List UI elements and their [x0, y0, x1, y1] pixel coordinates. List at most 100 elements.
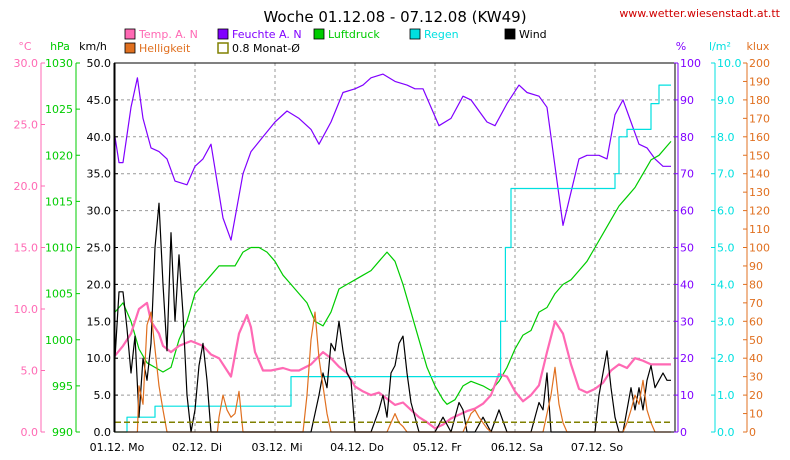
axis-tick-label-light: 30 — [749, 371, 763, 384]
axis-tick-label-pressure: 1020 — [45, 149, 73, 162]
axis-tick-label-wind: 20.0 — [87, 278, 112, 291]
axis-tick-label-humidity: 50 — [680, 242, 694, 255]
series-line-wind — [114, 202, 671, 433]
axis-tick-label-light: 50 — [749, 334, 763, 347]
x-tick-label: 01.12. Mo — [90, 441, 145, 454]
axis-tick-label-light: 110 — [749, 223, 770, 236]
axis-tick-label-humidity: 10 — [680, 389, 694, 402]
legend: Temp. A. N Feuchte A. N Luftdruck Regen Wind… — [124, 28, 547, 55]
legend-label-feuchte-a-n: Feuchte A. N — [232, 28, 302, 41]
legend-swatch-luftdruck — [313, 28, 325, 40]
axis-unit-pressure: hPa — [50, 40, 70, 53]
axis-unit-temp: °C — [18, 40, 32, 53]
axis-tick-label-pressure: 1005 — [45, 288, 73, 301]
legend-swatch-wind — [504, 28, 516, 40]
axis-tick-label-humidity: 100 — [680, 57, 701, 70]
legend-swatch-0-8-monat — [217, 42, 229, 54]
axis-tick-label-temp: 20.0 — [14, 180, 39, 193]
axis-tick-label-wind: 35.0 — [87, 168, 112, 181]
axes: 0.05.010.015.020.025.030.099099510001005… — [14, 57, 771, 439]
axis-tick-label-humidity: 90 — [680, 94, 694, 107]
axis-tick-label-light: 20 — [749, 389, 763, 402]
axis-tick-label-light: 70 — [749, 297, 763, 310]
axis-tick-label-pressure: 990 — [52, 426, 73, 439]
x-tick-label: 06.12. Sa — [491, 441, 543, 454]
axis-tick-label-temp: 5.0 — [21, 365, 39, 378]
axis-tick-label-temp: 10.0 — [14, 303, 39, 316]
legend-label-regen: Regen — [424, 28, 459, 41]
axis-tick-label-humidity: 30 — [680, 315, 694, 328]
axis-tick-label-light: 100 — [749, 242, 770, 255]
axis-tick-label-light: 180 — [749, 94, 770, 107]
source-link[interactable]: www.wetter.wiesenstadt.at.tt — [619, 7, 780, 20]
axis-tick-label-wind: 25.0 — [87, 242, 112, 255]
legend-swatch-temp-a-n — [124, 28, 136, 40]
axis-tick-label-pressure: 1025 — [45, 103, 73, 116]
axis-tick-label-temp: 25.0 — [14, 119, 39, 132]
axis-tick-label-light: 120 — [749, 205, 770, 218]
series-line-regen — [115, 84, 671, 433]
axis-units: °C hPa km/h% l/m² klux — [18, 40, 770, 53]
axis-tick-label-wind: 30.0 — [87, 205, 112, 218]
axis-unit-humidity: % — [676, 40, 686, 53]
axis-tick-label-light: 160 — [749, 131, 770, 144]
x-tick-label: 04.12. Do — [330, 441, 384, 454]
axis-tick-label-light: 200 — [749, 57, 770, 70]
axis-tick-label-rain: 0.0 — [717, 426, 735, 439]
axis-tick-label-rain: 2.0 — [717, 352, 735, 365]
axis-tick-label-humidity: 80 — [680, 131, 694, 144]
axis-tick-label-wind: 40.0 — [87, 131, 112, 144]
axis-tick-label-pressure: 1030 — [45, 57, 73, 70]
axis-tick-label-pressure: 1000 — [45, 334, 73, 347]
axis-tick-label-rain: 1.0 — [717, 389, 735, 402]
axis-tick-label-humidity: 60 — [680, 205, 694, 218]
axis-tick-label-light: 0 — [749, 426, 756, 439]
series-layer — [114, 73, 672, 433]
axis-unit-light: klux — [747, 40, 770, 53]
chart-title: Woche 01.12.08 - 07.12.08 (KW49) — [263, 8, 526, 26]
axis-tick-label-rain: 10.0 — [717, 57, 742, 70]
legend-label-temp-a-n: Temp. A. N — [138, 28, 198, 41]
axis-tick-label-rain: 8.0 — [717, 131, 735, 144]
axis-tick-label-pressure: 1010 — [45, 242, 73, 255]
series-line-temp-a-n — [114, 301, 671, 430]
axis-tick-label-humidity: 0 — [680, 426, 687, 439]
axis-tick-label-wind: 50.0 — [87, 57, 112, 70]
axis-tick-label-humidity: 40 — [680, 278, 694, 291]
axis-tick-label-light: 40 — [749, 352, 763, 365]
x-axis-labels: 01.12. Mo 02.12. Di 03.12. Mi 04.12. Do 05.1… — [90, 441, 624, 454]
axis-tick-label-pressure: 1015 — [45, 195, 73, 208]
axis-tick-label-rain: 4.0 — [717, 278, 735, 291]
axis-tick-label-light: 10 — [749, 408, 763, 421]
x-tick-label: 07.12. So — [571, 441, 623, 454]
legend-swatch-regen — [409, 28, 421, 40]
axis-tick-label-light: 90 — [749, 260, 763, 273]
axis-tick-label-light: 60 — [749, 315, 763, 328]
legend-label-wind: Wind — [519, 28, 547, 41]
axis-tick-label-light: 130 — [749, 186, 770, 199]
axis-tick-label-humidity: 20 — [680, 352, 694, 365]
axis-unit-wind: km/h — [79, 40, 107, 53]
axis-tick-label-humidity: 70 — [680, 168, 694, 181]
legend-swatch-feuchte-a-n — [217, 28, 229, 40]
x-tick-label: 02.12. Di — [172, 441, 222, 454]
axis-tick-label-rain: 3.0 — [717, 315, 735, 328]
axis-unit-rain: l/m² — [709, 40, 731, 53]
axis-tick-label-wind: 45.0 — [87, 94, 112, 107]
axis-tick-label-wind: 15.0 — [87, 315, 112, 328]
axis-tick-label-light: 80 — [749, 278, 763, 291]
axis-tick-label-rain: 5.0 — [717, 242, 735, 255]
axis-tick-label-temp: 30.0 — [14, 57, 39, 70]
series-line-feuchte-a-n — [114, 73, 671, 241]
axis-tick-label-temp: 0.0 — [21, 426, 39, 439]
legend-label-luftdruck: Luftdruck — [328, 28, 380, 41]
axis-tick-label-pressure: 995 — [52, 380, 73, 393]
axis-tick-label-temp: 15.0 — [14, 242, 39, 255]
axis-tick-label-light: 150 — [749, 149, 770, 162]
axis-tick-label-rain: 7.0 — [717, 168, 735, 181]
axis-tick-label-light: 190 — [749, 75, 770, 88]
legend-label-0-8-monat: 0.8 Monat-Ø — [232, 42, 300, 55]
axis-tick-label-wind: 10.0 — [87, 352, 112, 365]
legend-label-helligkeit: Helligkeit — [139, 42, 191, 55]
